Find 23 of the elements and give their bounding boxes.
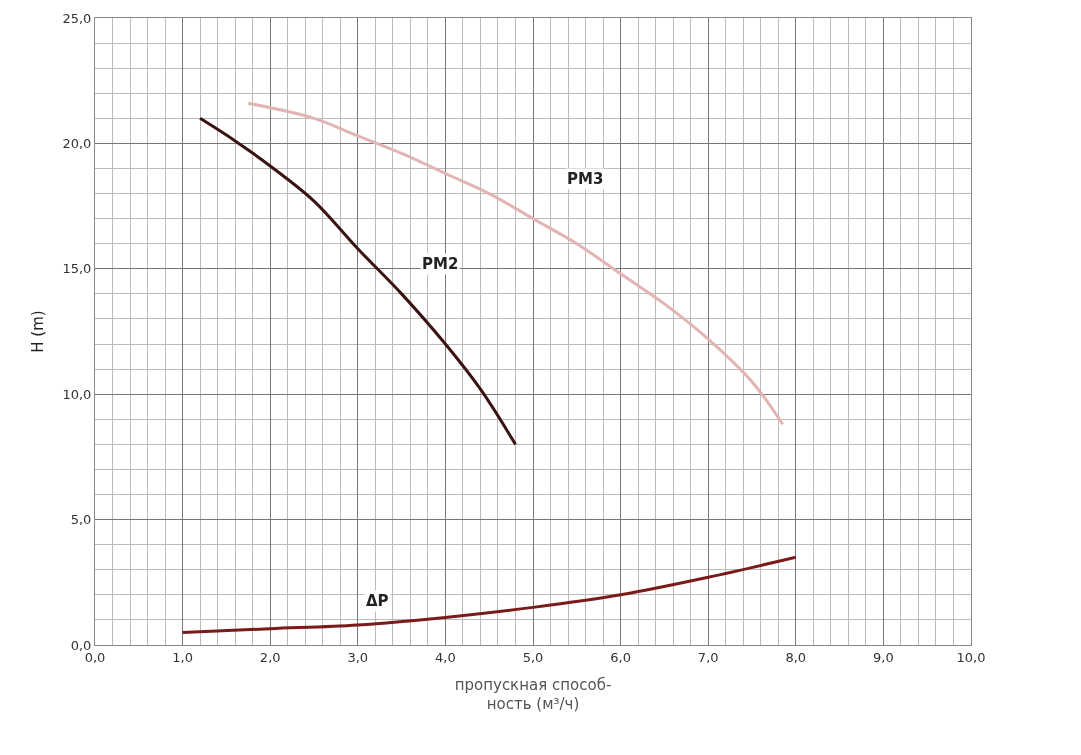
line-series	[246, 101, 785, 426]
y-tick-label: 25,0	[62, 10, 92, 26]
x-tick-label: 9,0	[873, 649, 894, 665]
x-tick-label: 1,0	[172, 649, 193, 665]
series-label: PM2	[422, 255, 459, 273]
line-series	[198, 116, 517, 446]
x-axis-title: пропускная способ- ность (м³/ч)	[454, 675, 612, 714]
text: PM3	[567, 170, 604, 188]
y-tick-label: 5,0	[70, 512, 92, 528]
x-tick-label: 2,0	[259, 649, 281, 665]
y-axis-title: H (m)	[28, 310, 47, 353]
x-tick-label: 5,0	[522, 649, 544, 665]
x-tick-label: 3,0	[347, 649, 369, 665]
x-tick-label: 8,0	[785, 649, 807, 665]
line-series	[181, 555, 798, 634]
x-tick-label: 6,0	[610, 649, 631, 665]
y-tick-label: 20,0	[62, 135, 92, 151]
series-label: ΔP	[366, 592, 389, 610]
x-tick-label: 4,0	[435, 649, 456, 665]
y-tick-label: 15,0	[62, 261, 92, 277]
x-tick-label: 10,0	[956, 649, 986, 665]
x-tick-label: 7,0	[697, 649, 719, 665]
y-tick-label: 10,0	[62, 386, 92, 402]
